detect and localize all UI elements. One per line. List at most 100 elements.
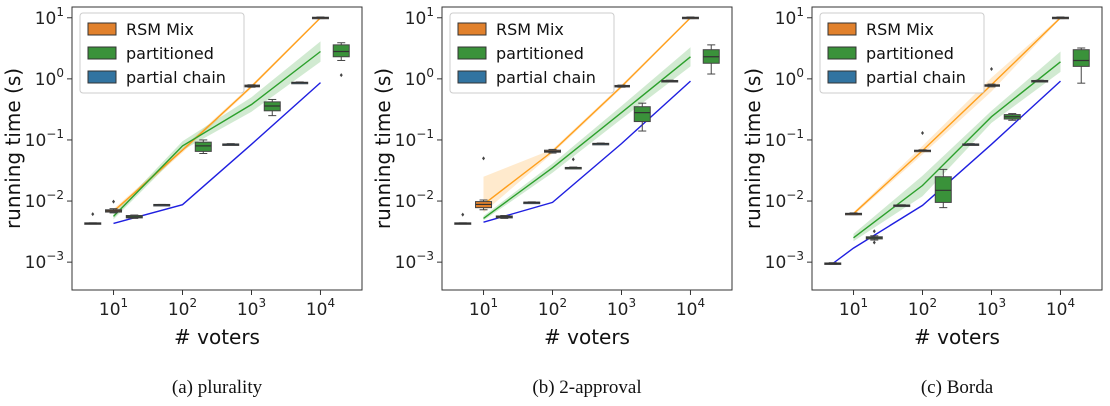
y-tick-label: 10−1 <box>765 127 804 151</box>
box-plot <box>454 212 472 225</box>
y-tick-label: 10−3 <box>395 249 434 273</box>
box-plot <box>893 204 911 208</box>
legend-swatch <box>457 22 487 36</box>
legend-label: partial chain <box>126 68 226 87</box>
box-outlier <box>872 229 876 234</box>
box-outlier <box>339 73 343 78</box>
x-tick-label: 104 <box>306 296 335 320</box>
x-axis-label: # voters <box>544 325 630 349</box>
legend-label: partitioned <box>496 44 584 63</box>
box-body <box>633 106 651 123</box>
box-plot <box>194 139 212 155</box>
box-plot <box>291 81 309 85</box>
legend-swatch <box>827 70 857 84</box>
y-tick-label: 100 <box>775 66 804 90</box>
box-plot <box>523 201 541 205</box>
x-tick-label: 101 <box>839 296 868 320</box>
legend-frame <box>819 12 985 94</box>
box-outlier <box>91 212 95 217</box>
box-body <box>934 176 952 203</box>
box-plot <box>824 262 842 265</box>
x-tick-label: 102 <box>908 296 937 320</box>
box-body <box>332 44 350 58</box>
y-tick-label: 100 <box>405 66 434 90</box>
box-plot <box>242 84 260 88</box>
series-line-0 <box>853 17 1061 215</box>
series-line-1 <box>853 61 1061 239</box>
legend-frame <box>79 12 245 94</box>
confidence-band-1 <box>113 41 321 220</box>
x-tick-label: 104 <box>676 296 705 320</box>
series-line-1 <box>112 50 321 217</box>
chart-panel-1: 101 102 103 104 10−3 10−2 10−1 100 101 # voters ru… <box>1 5 363 398</box>
x-tick-label: 101 <box>99 296 128 320</box>
legend-label: RSM Mix <box>126 20 194 39</box>
y-axis-label: running time (s) <box>741 68 765 229</box>
legend: RSM Mix partitioned partial chain <box>79 12 245 94</box>
y-tick-label: 10−2 <box>25 188 64 212</box>
box-body <box>194 141 212 152</box>
box-plot <box>1072 47 1090 84</box>
legend-label: RSM Mix <box>866 20 934 39</box>
box-plot <box>681 16 699 20</box>
box-plot <box>982 66 1000 88</box>
box-plot <box>934 168 952 209</box>
box-plot <box>592 142 610 146</box>
box-plot <box>105 199 123 214</box>
y-tick-label: 101 <box>35 5 64 29</box>
subfigure-caption: (a) plurality <box>172 377 263 398</box>
legend-swatch <box>87 22 117 36</box>
legend: RSM Mix partitioned partial chain <box>819 12 985 94</box>
legend-label: RSM Mix <box>496 20 564 39</box>
chart-panel-2: 101 102 103 104 10−3 10−2 10−1 100 101 # voters ru… <box>371 5 733 398</box>
box-plot <box>125 214 143 219</box>
box-plot <box>263 98 281 117</box>
box-outlier <box>571 157 575 162</box>
box-plot <box>1031 79 1049 83</box>
legend-label: partitioned <box>126 44 214 63</box>
y-tick-label: 10−2 <box>765 188 804 212</box>
x-tick-label: 102 <box>168 296 197 320</box>
legend-label: partial chain <box>866 68 966 87</box>
box-outlier <box>461 212 465 217</box>
box-plot <box>1003 113 1021 121</box>
legend-swatch <box>457 70 487 84</box>
series-line-0 <box>483 17 691 205</box>
legend-label: partial chain <box>496 68 596 87</box>
box-outlier <box>482 156 486 161</box>
box-plot <box>1051 16 1069 20</box>
chart-panel-3: 101 102 103 104 10−3 10−2 10−1 100 101 # voters ru… <box>741 5 1103 398</box>
x-tick-label: 104 <box>1046 296 1075 320</box>
box-plot <box>612 84 630 88</box>
x-tick-label: 102 <box>538 296 567 320</box>
box-plot <box>633 102 651 132</box>
confidence-band-1 <box>853 51 1061 242</box>
x-tick-label: 103 <box>607 296 636 320</box>
box-plot <box>495 215 513 219</box>
box-outlier <box>989 66 993 71</box>
x-tick-label: 101 <box>469 296 498 320</box>
legend-swatch <box>87 46 117 60</box>
confidence-band-1 <box>483 47 691 221</box>
y-tick-label: 10−2 <box>395 188 434 212</box>
series-line-2 <box>483 80 691 223</box>
legend-label: partitioned <box>866 44 954 63</box>
y-tick-label: 10−3 <box>765 249 804 273</box>
x-tick-label: 103 <box>977 296 1006 320</box>
legend-swatch <box>827 22 857 36</box>
box-plot <box>914 130 932 153</box>
legend-swatch <box>457 46 487 60</box>
legend-swatch <box>87 70 117 84</box>
legend: RSM Mix partitioned partial chain <box>449 12 615 94</box>
box-outlier <box>872 240 876 245</box>
series-line-1 <box>483 56 691 219</box>
y-axis-label: running time (s) <box>371 68 395 229</box>
y-tick-label: 10−3 <box>25 249 64 273</box>
box-plot <box>311 16 329 20</box>
x-tick-label: 103 <box>237 296 266 320</box>
box-plot <box>702 44 720 75</box>
legend-swatch <box>827 46 857 60</box>
box-plot <box>661 79 679 83</box>
box-outlier <box>112 199 116 204</box>
legend-frame <box>449 12 615 94</box>
